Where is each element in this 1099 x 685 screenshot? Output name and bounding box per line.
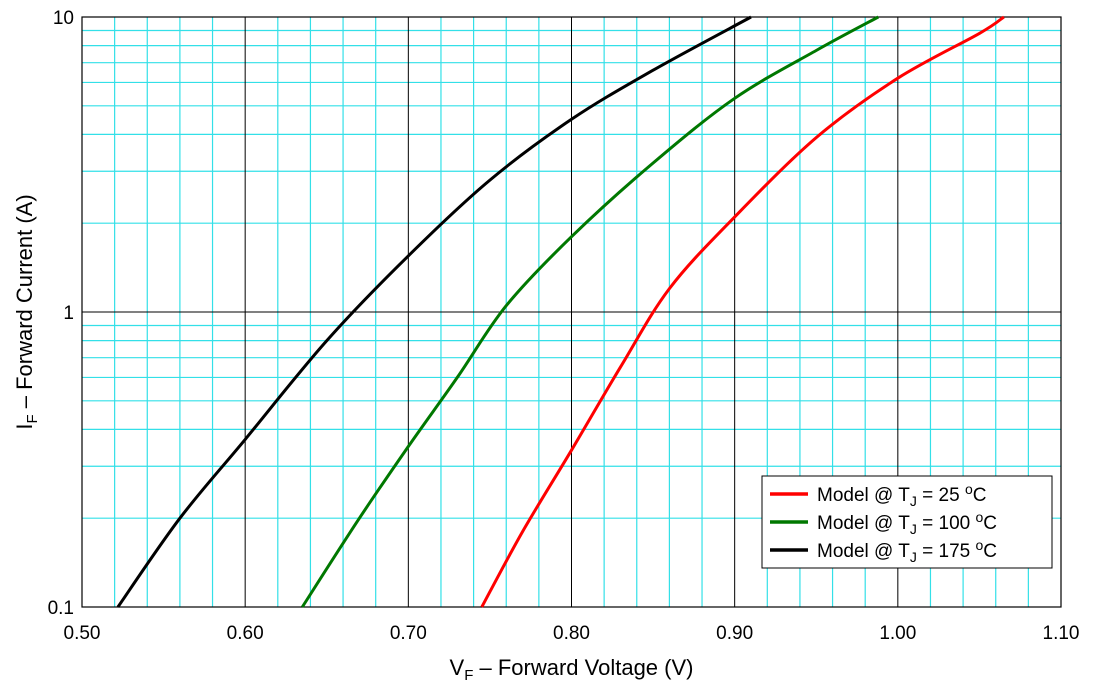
x-axis-title-sub: F [464,667,473,684]
legend-box [761,475,1053,569]
x-tick-label: 0.90 [716,623,753,644]
x-tick-label: 0.60 [227,623,264,644]
series-line [116,15,752,608]
y-axis-title: IF – Forward Current (A) [12,194,41,429]
plot-frame [81,16,1062,608]
x-tick-label: 1.10 [1043,623,1080,644]
x-tick-label: 0.70 [390,623,427,644]
series-line [301,15,880,608]
y-tick-label: 1 [63,303,74,324]
legend-label: Model @ TJ = 100 oC [817,509,997,537]
series-line [480,15,1005,608]
x-tick-labels: 0.50 0.60 0.70 0.80 0.90 1.00 1.10 [64,623,1080,644]
y-axis-title-sub: F [24,414,41,423]
x-axis-title: VF – Forward Voltage (V) [450,655,694,684]
y-axis-title-main: I [12,424,37,430]
x-axis-title-main: V [450,655,465,680]
legend-label: Model @ TJ = 25 oC [817,481,986,509]
y-tick-label: 0.1 [48,598,74,619]
y-axis-title-rest: – Forward Current (A) [12,194,37,414]
x-tick-label: 1.00 [879,623,916,644]
y-tick-labels: 0.1 1 10 [48,8,74,619]
x-tick-label: 0.80 [553,623,590,644]
series-layer [116,15,1005,608]
x-tick-label: 0.50 [64,623,101,644]
y-tick-label: 10 [53,8,74,29]
x-axis-title-rest: – Forward Voltage (V) [473,655,693,680]
legend-label: Model @ TJ = 175 oC [817,537,997,565]
